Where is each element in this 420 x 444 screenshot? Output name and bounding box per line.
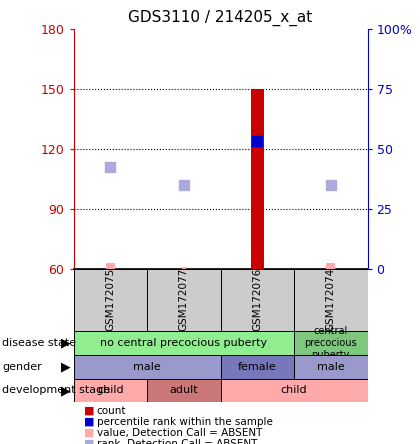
Text: ■: ■ [84,417,94,427]
Point [181,181,187,188]
Text: GSM172077: GSM172077 [179,268,189,331]
Bar [220,269,294,331]
Bar [147,269,220,331]
Bar [74,331,294,355]
Text: ▶: ▶ [61,361,71,373]
Text: female: female [238,362,276,372]
Text: rank, Detection Call = ABSENT: rank, Detection Call = ABSENT [97,439,257,444]
Point [328,181,334,188]
Text: child: child [281,385,307,396]
Bar [251,89,264,269]
Bar [106,263,115,269]
Text: GSM172075: GSM172075 [105,268,115,331]
Text: value, Detection Call = ABSENT: value, Detection Call = ABSENT [97,428,262,438]
Bar [147,379,220,402]
Text: gender: gender [2,362,42,372]
Text: development stage: development stage [2,385,110,396]
Text: ■: ■ [84,406,94,416]
Bar [182,266,186,269]
Bar [294,355,368,379]
Text: male: male [133,362,161,372]
Text: percentile rank within the sample: percentile rank within the sample [97,417,273,427]
Text: GSM172076: GSM172076 [252,268,262,331]
Text: adult: adult [169,385,198,396]
Text: central
precocious
puberty: central precocious puberty [304,326,357,360]
Bar [74,355,220,379]
Text: GSM172074: GSM172074 [326,268,336,331]
Bar [220,379,368,402]
Bar [74,379,147,402]
Text: ▶: ▶ [61,384,71,397]
Point [254,137,260,144]
Text: child: child [97,385,123,396]
Text: ▶: ▶ [61,337,71,349]
Point [107,163,113,170]
Bar [74,269,147,331]
Text: ■: ■ [84,428,94,438]
Bar [326,263,335,269]
Text: disease state: disease state [2,338,76,348]
Text: no central precocious puberty: no central precocious puberty [100,338,267,348]
Bar [294,269,368,331]
Text: count: count [97,406,126,416]
Text: male: male [317,362,345,372]
Title: GDS3110 / 214205_x_at: GDS3110 / 214205_x_at [129,10,312,26]
Text: ■: ■ [84,439,94,444]
Bar [294,331,368,355]
Bar [220,355,294,379]
